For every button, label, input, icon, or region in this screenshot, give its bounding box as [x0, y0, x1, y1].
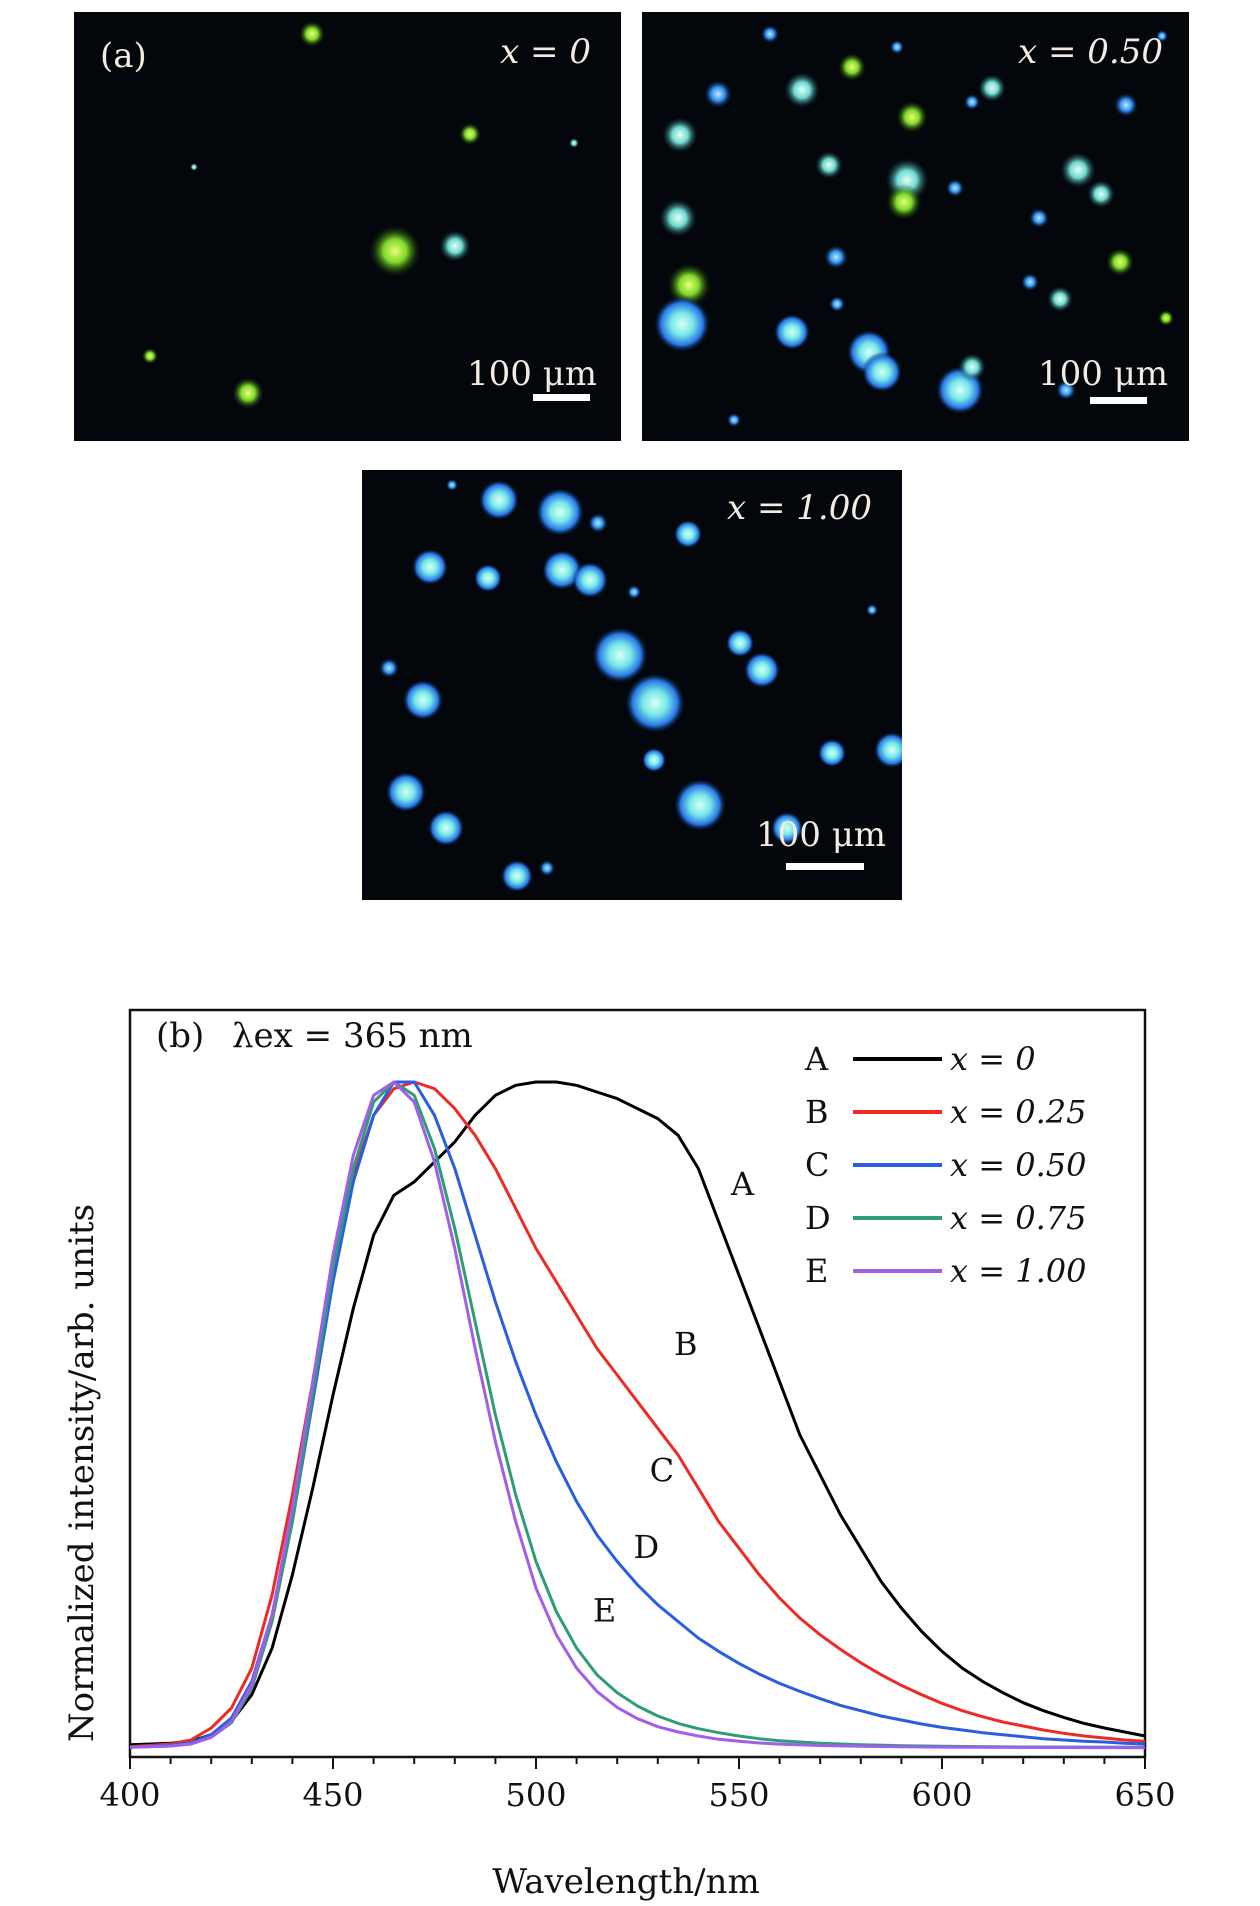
micrograph-x050: x = 0.50 100 μm: [642, 12, 1189, 441]
legend-key-E: E: [805, 1252, 828, 1290]
x-axis-ticks: 400 450 500 550 600 650: [99, 1757, 1176, 1814]
legend-label-D: x = 0.75: [950, 1199, 1086, 1237]
micrograph-x050-scale-bar: [1090, 397, 1147, 404]
legend-key-D: D: [805, 1199, 831, 1237]
panel-b-label: (b): [156, 1016, 204, 1056]
curve-label-E: E: [593, 1591, 616, 1629]
legend-key-B: B: [805, 1093, 829, 1131]
micrograph-x050-composition: x = 0.50: [1018, 32, 1163, 72]
series-curves: [129, 1080, 1146, 1750]
micrograph-x050-particles: [654, 25, 1174, 427]
micrograph-x100: x = 1.00 100 μm: [362, 470, 902, 900]
micrograph-x0-composition: x = 0: [500, 32, 591, 72]
series-line-A: [129, 1080, 1146, 1747]
series-line-E: [129, 1080, 1146, 1750]
legend-key-C: C: [805, 1146, 829, 1184]
curve-labels: A B CDE: [593, 1165, 755, 1629]
x-tick-label: 550: [708, 1776, 769, 1814]
y-axis-label: Normalized intensity/arb. units: [62, 1204, 102, 1742]
micrograph-x0-scale-label: 100 μm: [467, 354, 598, 394]
legend-label-C: x = 0.50: [950, 1146, 1086, 1184]
x-tick-label: 500: [505, 1776, 566, 1814]
micrograph-x100-particles: [379, 479, 902, 892]
x-axis-label: Wavelength/nm: [492, 1862, 759, 1902]
micrograph-x100-composition: x = 1.00: [727, 488, 872, 528]
curve-label-B: B: [674, 1325, 698, 1363]
series-line-D: [129, 1080, 1146, 1749]
micrograph-x050-scale-label: 100 μm: [1038, 354, 1169, 394]
panel-a-label: (a): [100, 36, 147, 76]
micrograph-x0: (a) x = 0 100 μm: [74, 12, 621, 441]
x-tick-label: 650: [1114, 1776, 1175, 1814]
micrograph-x0-particles: [142, 21, 579, 409]
plot-frame: [128, 1008, 1147, 1759]
legend-label-B: x = 0.25: [950, 1093, 1086, 1131]
legend-key-A: A: [804, 1040, 829, 1078]
curve-label-A: A: [730, 1165, 755, 1203]
micrograph-x100-scale-label: 100 μm: [756, 815, 887, 855]
x-tick-label: 600: [911, 1776, 972, 1814]
curve-label-D: D: [633, 1528, 659, 1566]
legend-label-E: x = 1.00: [950, 1252, 1086, 1290]
excitation-annotation: λex = 365 nm: [232, 1016, 473, 1056]
x-tick-label: 450: [302, 1776, 363, 1814]
curve-label-C: C: [650, 1452, 674, 1490]
legend-label-A: x = 0: [950, 1040, 1036, 1078]
micrograph-x100-scale-bar: [786, 863, 864, 870]
micrograph-x0-scale-bar: [533, 394, 590, 401]
x-tick-label: 400: [99, 1776, 160, 1814]
